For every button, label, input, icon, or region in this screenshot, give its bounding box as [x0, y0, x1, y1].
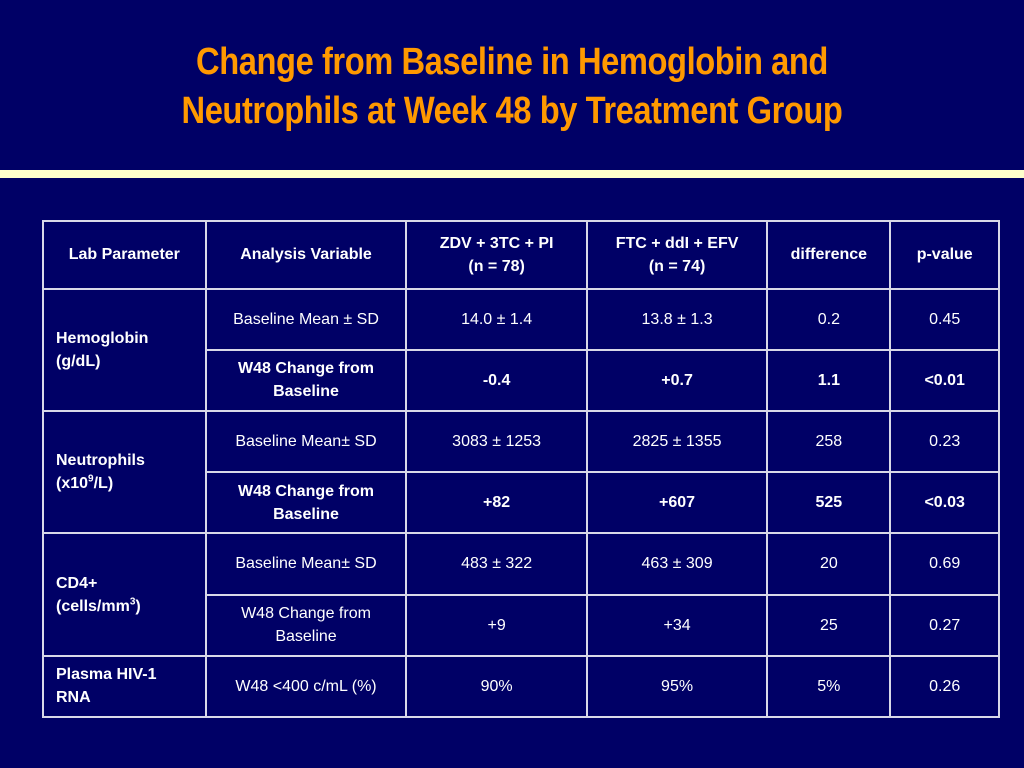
cell-variable-line-1: W48 Change from [241, 605, 371, 623]
cell-variable-line-2: Baseline [273, 505, 339, 523]
cell-p-value: 0.45 [889, 287, 1000, 351]
cell-p-value: <0.01 [889, 348, 1000, 412]
cell-group-1: -0.4 [405, 348, 588, 412]
cell-variable: W48 Change from Baseline [204, 471, 408, 535]
table-row: W48 Change from Baseline +82 +607 525 <0… [43, 471, 1000, 535]
param-hemoglobin-name: Hemoglobin [56, 329, 149, 347]
header-group-1-n: (n = 78) [468, 257, 525, 275]
cell-difference: 0.2 [766, 287, 892, 351]
table-header-row: Lab Parameter Analysis Variable ZDV + 3T… [42, 220, 1000, 290]
slide-title: Change from Baseline in Hemoglobin and N… [72, 38, 953, 136]
cell-group-1: +9 [405, 593, 588, 657]
param-hemoglobin-unit: (g/dL) [56, 352, 101, 370]
cell-group-2: +34 [585, 593, 769, 657]
header-group-1: ZDV + 3TC + PI (n = 78) [405, 220, 588, 290]
cell-group-2: 95% [585, 654, 769, 719]
cell-group-1: +82 [405, 471, 588, 535]
cell-group-2: +0.7 [585, 348, 769, 412]
param-hiv-rna-line-1: Plasma HIV-1 [56, 666, 157, 684]
param-cd4-unit: (cells/mm3) [56, 596, 141, 615]
header-p-value: p-value [889, 220, 1000, 290]
cell-group-2: 13.8 ± 1.3 [585, 287, 769, 351]
results-table: Lab Parameter Analysis Variable ZDV + 3T… [42, 220, 1000, 719]
cell-p-value: 0.23 [889, 409, 1000, 474]
table-row: CD4+ (cells/mm3) Baseline Mean± SD 483 ±… [42, 532, 1000, 657]
header-group-1-name: ZDV + 3TC + PI [439, 234, 554, 252]
cell-variable: W48 <400 c/mL (%) [204, 654, 408, 719]
cell-difference: 20 [766, 532, 892, 596]
cell-variable: Baseline Mean± SD [204, 409, 408, 474]
cell-difference: 1.1 [766, 348, 892, 412]
cell-group-2: 463 ± 309 [585, 532, 769, 596]
cell-difference: 258 [766, 409, 892, 474]
cell-variable: W48 Change from Baseline [204, 348, 408, 412]
param-neutrophils-unit: (x109/L) [56, 473, 114, 493]
cell-difference: 525 [766, 471, 892, 535]
cell-p-value: 0.26 [889, 654, 1000, 719]
param-cd4-exponent: 3 [129, 596, 136, 608]
cell-variable: W48 Change from Baseline [204, 593, 408, 657]
header-group-2-name: FTC + ddI + EFV [615, 234, 739, 252]
param-cd4-unit-b: ) [135, 597, 141, 615]
cell-group-2: +607 [585, 471, 769, 535]
table-row: Plasma HIV-1 RNA W48 <400 c/mL (%) 90% 9… [42, 654, 1000, 719]
cell-group-1: 3083 ± 1253 [405, 409, 588, 474]
cell-group-1: 483 ± 322 [405, 532, 588, 596]
param-neutrophils-unit-b: /L) [93, 475, 114, 493]
cell-difference: 25 [766, 593, 892, 657]
cell-group-2: 2825 ± 1355 [585, 409, 769, 474]
param-cd4-unit-a: (cells/mm [56, 597, 130, 615]
header-group-2: FTC + ddI + EFV (n = 74) [585, 220, 769, 290]
param-neutrophils-unit-a: (x10 [56, 475, 89, 493]
header-analysis-variable: Analysis Variable [204, 220, 408, 290]
cell-group-1: 90% [405, 654, 588, 719]
table-row: Neutrophils (x109/L) Baseline Mean± SD 3… [42, 409, 1000, 535]
title-divider [0, 170, 1024, 178]
param-neutrophils-name: Neutrophils [56, 452, 145, 470]
param-neutrophils: Neutrophils (x109/L) [42, 409, 207, 535]
param-hiv-rna-line-2: RNA [56, 689, 91, 707]
cell-p-value: 0.27 [889, 593, 1000, 657]
cell-group-1: 14.0 ± 1.4 [405, 287, 588, 351]
cell-p-value: 0.69 [889, 532, 1000, 596]
param-cd4-name: CD4+ [56, 574, 98, 592]
slide-title-line-1: Change from Baseline in Hemoglobin and [196, 41, 828, 83]
cell-difference: 5% [766, 654, 892, 719]
cell-variable-line-2: Baseline [275, 628, 337, 646]
header-group-2-n: (n = 74) [648, 257, 706, 275]
table-row: W48 Change from Baseline +9 +34 25 0.27 [43, 593, 1000, 657]
param-neutrophils-exponent: 9 [88, 473, 94, 485]
table-row: W48 Change from Baseline -0.4 +0.7 1.1 <… [43, 348, 1000, 412]
cell-p-value: <0.03 [889, 471, 1000, 535]
header-lab-parameter: Lab Parameter [42, 220, 207, 290]
header-difference: difference [766, 220, 892, 290]
table-row: Hemoglobin (g/dL) Baseline Mean ± SD 14.… [42, 287, 1000, 412]
slide-title-line-2: Neutrophils at Week 48 by Treatment Grou… [181, 90, 843, 132]
cell-variable-line-1: W48 Change from [238, 482, 375, 500]
param-hiv-rna: Plasma HIV-1 RNA [42, 654, 207, 719]
cell-variable: Baseline Mean ± SD [204, 287, 408, 351]
param-cd4: CD4+ (cells/mm3) [42, 532, 207, 657]
param-hemoglobin: Hemoglobin (g/dL) [42, 287, 207, 412]
cell-variable-line-1: W48 Change from [238, 360, 375, 378]
cell-variable-line-2: Baseline [273, 383, 339, 401]
cell-variable: Baseline Mean± SD [204, 532, 408, 596]
